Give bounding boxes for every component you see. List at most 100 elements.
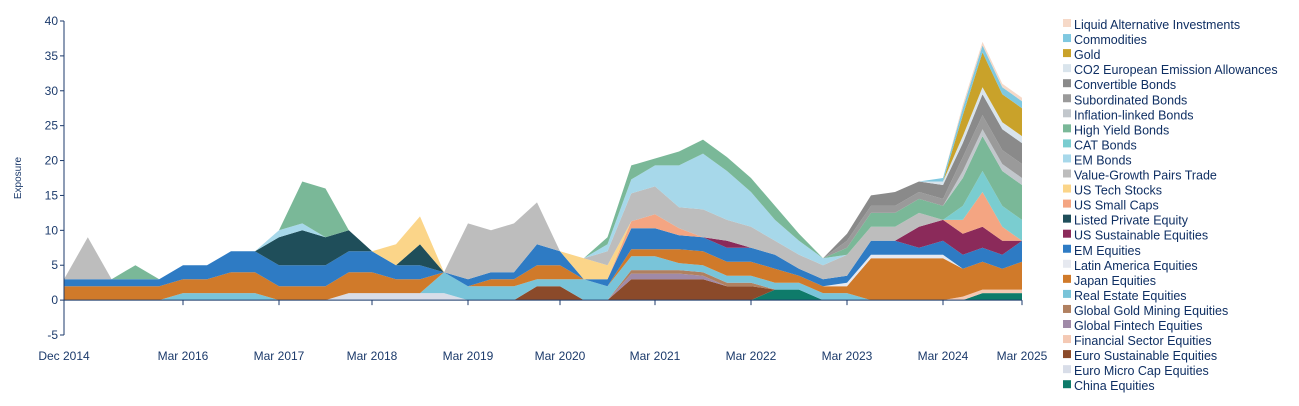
- legend-label: Financial Sector Equities: [1074, 334, 1212, 348]
- legend-item: EM Bonds: [1063, 153, 1132, 167]
- y-axis-title: Exposure: [13, 156, 24, 199]
- legend-label: US Small Caps: [1074, 199, 1159, 213]
- legend-swatch: [1063, 109, 1071, 118]
- legend-swatch: [1063, 169, 1071, 178]
- legend-label: Inflation-linked Bonds: [1074, 108, 1194, 122]
- legend-item: Gold: [1063, 48, 1100, 62]
- legend-item: Subordinated Bonds: [1063, 93, 1187, 107]
- legend-label: Gold: [1074, 48, 1100, 62]
- legend: Liquid Alternative InvestmentsCommoditie…: [1063, 18, 1278, 393]
- legend-swatch: [1063, 139, 1071, 148]
- legend-swatch: [1063, 49, 1071, 58]
- legend-item: Liquid Alternative Investments: [1063, 18, 1240, 32]
- legend-swatch: [1063, 350, 1071, 359]
- legend-swatch: [1063, 304, 1071, 313]
- legend-item: Listed Private Equity: [1063, 214, 1189, 228]
- legend-item: Global Gold Mining Equities: [1063, 304, 1228, 318]
- legend-label: EM Equities: [1074, 244, 1141, 258]
- legend-label: Convertible Bonds: [1074, 78, 1176, 92]
- y-tick-label: -5: [47, 328, 58, 342]
- legend-swatch: [1063, 380, 1071, 389]
- x-tick-label: Mar 2017: [254, 349, 305, 363]
- legend-swatch: [1063, 34, 1071, 43]
- legend-label: CAT Bonds: [1074, 138, 1137, 152]
- area-listed-private-equity: [64, 219, 1022, 280]
- legend-swatch: [1063, 320, 1071, 328]
- legend-swatch: [1063, 154, 1071, 163]
- x-tick-label: Mar 2024: [918, 349, 969, 363]
- area-china-equities: [64, 289, 1022, 301]
- legend-label: Real Estate Equities: [1074, 289, 1187, 303]
- legend-item: Global Fintech Equities: [1063, 319, 1203, 333]
- legend-item: High Yield Bonds: [1063, 123, 1169, 137]
- y-tick-label: 20: [45, 154, 59, 168]
- area-euro-sustainable-equities: [64, 279, 1022, 301]
- legend-item: China Equities: [1063, 379, 1155, 393]
- y-tick-label: 0: [51, 293, 58, 307]
- legend-label: Listed Private Equity: [1074, 214, 1189, 228]
- y-tick-label: 15: [45, 188, 59, 202]
- legend-label: High Yield Bonds: [1074, 123, 1169, 137]
- legend-item: EM Equities: [1063, 244, 1141, 258]
- legend-swatch: [1063, 214, 1071, 223]
- y-tick-label: 5: [51, 258, 58, 272]
- legend-label: Value-Growth Pairs Trade: [1074, 169, 1217, 183]
- legend-label: EM Bonds: [1074, 153, 1132, 167]
- legend-label: CO2 European Emission Allowances: [1074, 63, 1278, 77]
- legend-item: US Tech Stocks: [1063, 184, 1162, 198]
- series-areas: [64, 41, 1022, 301]
- legend-item: Inflation-linked Bonds: [1063, 108, 1194, 122]
- legend-label: Liquid Alternative Investments: [1074, 18, 1240, 32]
- area-em-equities: [64, 228, 1022, 287]
- legend-swatch: [1063, 94, 1071, 103]
- axes: -5 0 5 10 15 20 25 30 35 40 Dec 2014 Mar 2016 Mar 20…: [13, 14, 1048, 363]
- y-tick-label: 40: [45, 14, 59, 28]
- legend-item: CO2 European Emission Allowances: [1063, 63, 1278, 77]
- legend-swatch: [1063, 244, 1071, 253]
- legend-swatch: [1063, 365, 1071, 374]
- legend-label: China Equities: [1074, 379, 1155, 393]
- legend-swatch: [1063, 289, 1071, 298]
- legend-item: US Sustainable Equities: [1063, 229, 1208, 243]
- legend-item: CAT Bonds: [1063, 138, 1137, 152]
- y-tick-label: 10: [45, 223, 59, 237]
- x-tick-label: Mar 2016: [158, 349, 209, 363]
- x-tick-label: Mar 2018: [347, 349, 398, 363]
- legend-item: Euro Micro Cap Equities: [1063, 364, 1209, 378]
- legend-label: Euro Micro Cap Equities: [1074, 364, 1209, 378]
- x-tick-label: Mar 2021: [630, 349, 681, 363]
- legend-label: Japan Equities: [1074, 274, 1156, 288]
- legend-item: Euro Sustainable Equities: [1063, 349, 1217, 363]
- legend-swatch: [1063, 229, 1071, 238]
- legend-swatch: [1063, 199, 1071, 208]
- legend-swatch: [1063, 184, 1071, 193]
- legend-item: Japan Equities: [1063, 274, 1156, 288]
- legend-swatch: [1063, 335, 1071, 344]
- legend-item: Latin America Equities: [1063, 259, 1198, 273]
- x-tick-label: Mar 2020: [535, 349, 586, 363]
- x-tick-label: Dec 2014: [38, 349, 90, 363]
- legend-label: US Sustainable Equities: [1074, 229, 1208, 243]
- x-tick-label: Mar 2025: [997, 349, 1048, 363]
- area-value-growth-pairs-trade: [64, 186, 1022, 280]
- legend-label: Latin America Equities: [1074, 259, 1198, 273]
- legend-swatch: [1063, 259, 1071, 268]
- legend-label: Subordinated Bonds: [1074, 93, 1187, 107]
- y-tick-label: 35: [45, 49, 59, 63]
- x-tick-label: Mar 2022: [726, 349, 777, 363]
- legend-label: Commodities: [1074, 33, 1147, 47]
- legend-item: Convertible Bonds: [1063, 78, 1176, 92]
- x-tick-label: Mar 2023: [822, 349, 873, 363]
- legend-item: Commodities: [1063, 33, 1147, 47]
- y-tick-label: 25: [45, 119, 59, 133]
- legend-swatch: [1063, 79, 1071, 88]
- area-us-sustainable-equities: [64, 219, 1022, 280]
- x-tick-label: Mar 2019: [443, 349, 494, 363]
- legend-item: US Small Caps: [1063, 199, 1159, 213]
- area-japan-equities: [64, 249, 1022, 301]
- legend-swatch: [1063, 19, 1071, 27]
- legend-label: US Tech Stocks: [1074, 184, 1162, 198]
- legend-swatch: [1063, 124, 1071, 133]
